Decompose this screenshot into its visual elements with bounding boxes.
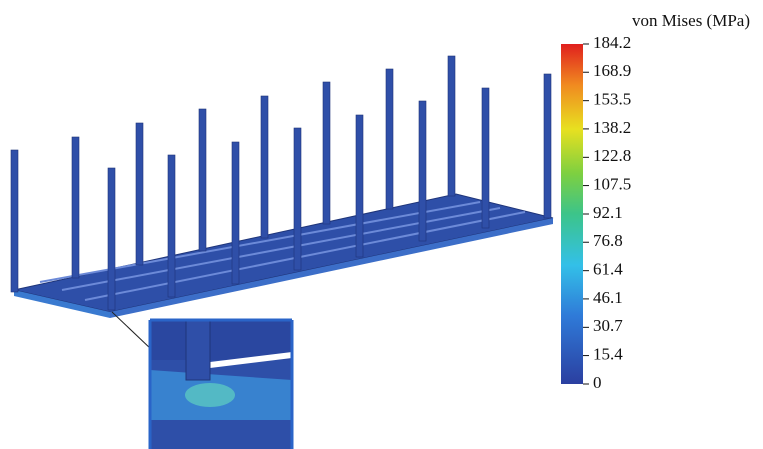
cross-member <box>84 211 526 301</box>
cross-member <box>61 207 501 291</box>
tick-label: 153.5 <box>593 90 631 109</box>
post <box>135 122 144 266</box>
inset-hotspot <box>185 383 235 407</box>
tick-label: 184.2 <box>593 33 631 52</box>
post <box>481 87 490 229</box>
post <box>355 114 364 258</box>
post <box>418 100 427 242</box>
platform <box>13 193 554 313</box>
inset-upper <box>150 320 292 360</box>
inset-post <box>185 319 211 381</box>
tick-label: 138.2 <box>593 118 631 137</box>
colorbar-title: von Mises (MPa) <box>632 11 750 30</box>
tick-label: 122.8 <box>593 146 631 165</box>
post <box>322 81 331 225</box>
tick-label: 46.1 <box>593 288 623 307</box>
leader-line <box>111 311 153 351</box>
post <box>71 136 80 279</box>
detail-inset <box>148 318 294 449</box>
tick-label: 76.8 <box>593 231 623 250</box>
post <box>385 68 394 210</box>
platform-edge <box>110 218 553 318</box>
post <box>167 154 176 298</box>
post <box>260 95 269 239</box>
tick-label: 0 <box>593 373 602 392</box>
posts <box>10 55 552 311</box>
post <box>10 149 19 293</box>
colorbar <box>561 44 583 384</box>
tick-label: 30.7 <box>593 316 623 335</box>
inset-gap <box>210 352 292 368</box>
post <box>293 127 302 271</box>
post <box>198 108 207 252</box>
frame-model <box>10 55 554 318</box>
tick-label: 61.4 <box>593 260 623 279</box>
post <box>543 73 552 219</box>
post <box>231 141 240 285</box>
tick-label: 92.1 <box>593 203 623 222</box>
post <box>107 167 116 311</box>
post <box>447 55 456 197</box>
tick-label: 168.9 <box>593 61 631 80</box>
tick-label: 15.4 <box>593 344 623 363</box>
tick-label: 107.5 <box>593 174 631 193</box>
platform-edge <box>14 290 110 318</box>
